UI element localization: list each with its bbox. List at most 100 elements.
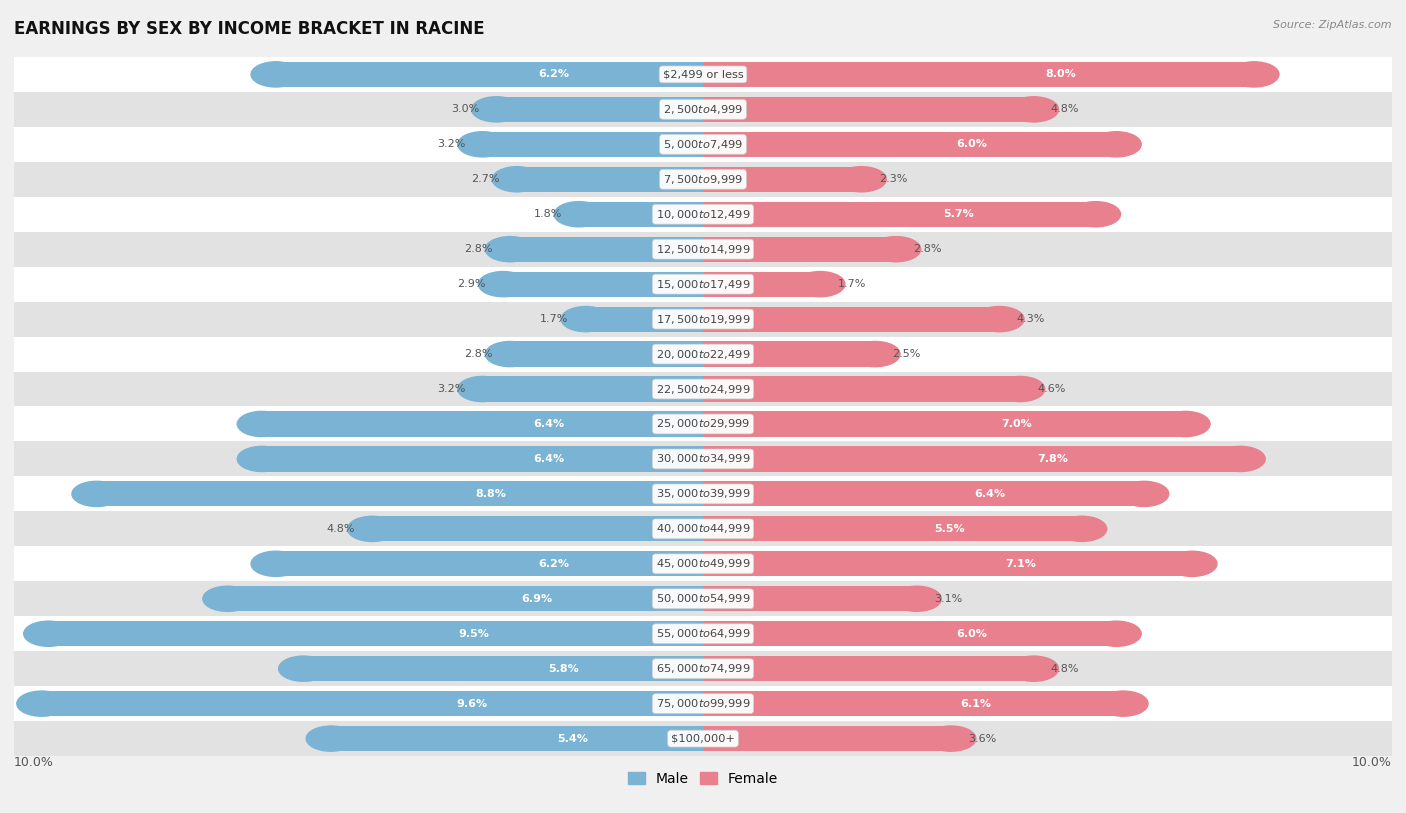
Bar: [703, 376, 1019, 402]
Bar: [228, 586, 703, 611]
Circle shape: [872, 237, 921, 262]
Bar: [14, 57, 1392, 92]
Text: $75,000 to $99,999: $75,000 to $99,999: [655, 698, 751, 710]
Text: 2.7%: 2.7%: [471, 174, 499, 185]
Bar: [14, 162, 1392, 197]
Circle shape: [1091, 621, 1142, 646]
Text: $20,000 to $22,499: $20,000 to $22,499: [655, 348, 751, 360]
Bar: [703, 202, 1095, 227]
Text: 9.5%: 9.5%: [458, 628, 489, 639]
Circle shape: [478, 272, 529, 297]
Text: 2.3%: 2.3%: [879, 174, 907, 185]
Bar: [14, 232, 1392, 267]
Bar: [517, 167, 703, 192]
Circle shape: [1216, 446, 1265, 472]
Text: $40,000 to $44,999: $40,000 to $44,999: [655, 523, 751, 535]
Text: $45,000 to $49,999: $45,000 to $49,999: [655, 558, 751, 570]
Text: 2.8%: 2.8%: [464, 244, 494, 254]
Bar: [14, 372, 1392, 406]
Text: 2.8%: 2.8%: [464, 349, 494, 359]
Circle shape: [485, 237, 534, 262]
Circle shape: [891, 586, 942, 611]
Bar: [703, 97, 1033, 122]
Bar: [14, 721, 1392, 756]
Bar: [703, 446, 1240, 472]
Circle shape: [1160, 411, 1211, 437]
Text: 1.7%: 1.7%: [540, 314, 568, 324]
Bar: [48, 621, 703, 646]
Circle shape: [796, 272, 845, 297]
Text: 6.1%: 6.1%: [960, 698, 991, 709]
Text: 7.8%: 7.8%: [1036, 454, 1067, 464]
Circle shape: [1071, 202, 1121, 227]
Text: 5.5%: 5.5%: [934, 524, 965, 534]
Text: $7,500 to $9,999: $7,500 to $9,999: [664, 173, 742, 185]
Circle shape: [485, 341, 534, 367]
Circle shape: [1057, 516, 1107, 541]
Circle shape: [837, 167, 886, 192]
Bar: [276, 62, 703, 87]
Bar: [482, 132, 703, 157]
Bar: [304, 656, 703, 681]
Bar: [703, 132, 1116, 157]
Text: $35,000 to $39,999: $35,000 to $39,999: [655, 488, 751, 500]
Text: 6.0%: 6.0%: [956, 139, 987, 150]
Circle shape: [17, 691, 66, 716]
Circle shape: [1098, 691, 1149, 716]
Circle shape: [278, 656, 328, 681]
Bar: [97, 481, 703, 506]
Text: 4.6%: 4.6%: [1038, 384, 1066, 394]
Bar: [703, 656, 1033, 681]
Circle shape: [995, 376, 1045, 402]
Text: EARNINGS BY SEX BY INCOME BRACKET IN RACINE: EARNINGS BY SEX BY INCOME BRACKET IN RAC…: [14, 20, 485, 38]
Text: $22,500 to $24,999: $22,500 to $24,999: [655, 383, 751, 395]
Bar: [14, 581, 1392, 616]
Text: 4.8%: 4.8%: [326, 524, 356, 534]
Circle shape: [554, 202, 603, 227]
Text: $50,000 to $54,999: $50,000 to $54,999: [655, 593, 751, 605]
Text: 6.4%: 6.4%: [533, 454, 564, 464]
Circle shape: [1167, 551, 1218, 576]
Bar: [14, 616, 1392, 651]
Bar: [496, 97, 703, 122]
Text: 2.8%: 2.8%: [912, 244, 942, 254]
Bar: [703, 237, 896, 262]
Circle shape: [202, 586, 253, 611]
Text: 3.1%: 3.1%: [934, 593, 962, 604]
Circle shape: [24, 621, 73, 646]
Circle shape: [347, 516, 396, 541]
Text: Source: ZipAtlas.com: Source: ZipAtlas.com: [1274, 20, 1392, 30]
Text: 8.0%: 8.0%: [1046, 69, 1077, 80]
Bar: [703, 586, 917, 611]
Bar: [703, 272, 820, 297]
Bar: [579, 202, 703, 227]
Text: 10.0%: 10.0%: [1353, 756, 1392, 769]
Text: 3.2%: 3.2%: [437, 384, 465, 394]
Text: 1.8%: 1.8%: [533, 209, 562, 220]
Text: 7.1%: 7.1%: [1005, 559, 1036, 569]
Bar: [14, 686, 1392, 721]
Text: 5.7%: 5.7%: [943, 209, 973, 220]
Text: $17,500 to $19,999: $17,500 to $19,999: [655, 313, 751, 325]
Circle shape: [458, 132, 508, 157]
Bar: [14, 337, 1392, 372]
Circle shape: [1010, 656, 1059, 681]
Circle shape: [1119, 481, 1168, 506]
Bar: [703, 551, 1192, 576]
Bar: [703, 341, 875, 367]
Text: $2,499 or less: $2,499 or less: [662, 69, 744, 80]
Text: 2.5%: 2.5%: [893, 349, 921, 359]
Text: $30,000 to $34,999: $30,000 to $34,999: [655, 453, 751, 465]
Text: $12,500 to $14,999: $12,500 to $14,999: [655, 243, 751, 255]
Text: 6.0%: 6.0%: [956, 628, 987, 639]
Text: 1.7%: 1.7%: [838, 279, 866, 289]
Text: 5.4%: 5.4%: [557, 733, 588, 744]
Text: 6.9%: 6.9%: [522, 593, 553, 604]
Legend: Male, Female: Male, Female: [623, 766, 783, 791]
Bar: [703, 62, 1254, 87]
Bar: [14, 476, 1392, 511]
Text: $55,000 to $64,999: $55,000 to $64,999: [655, 628, 751, 640]
Bar: [14, 127, 1392, 162]
Text: 5.8%: 5.8%: [548, 663, 578, 674]
Text: 6.4%: 6.4%: [533, 419, 564, 429]
